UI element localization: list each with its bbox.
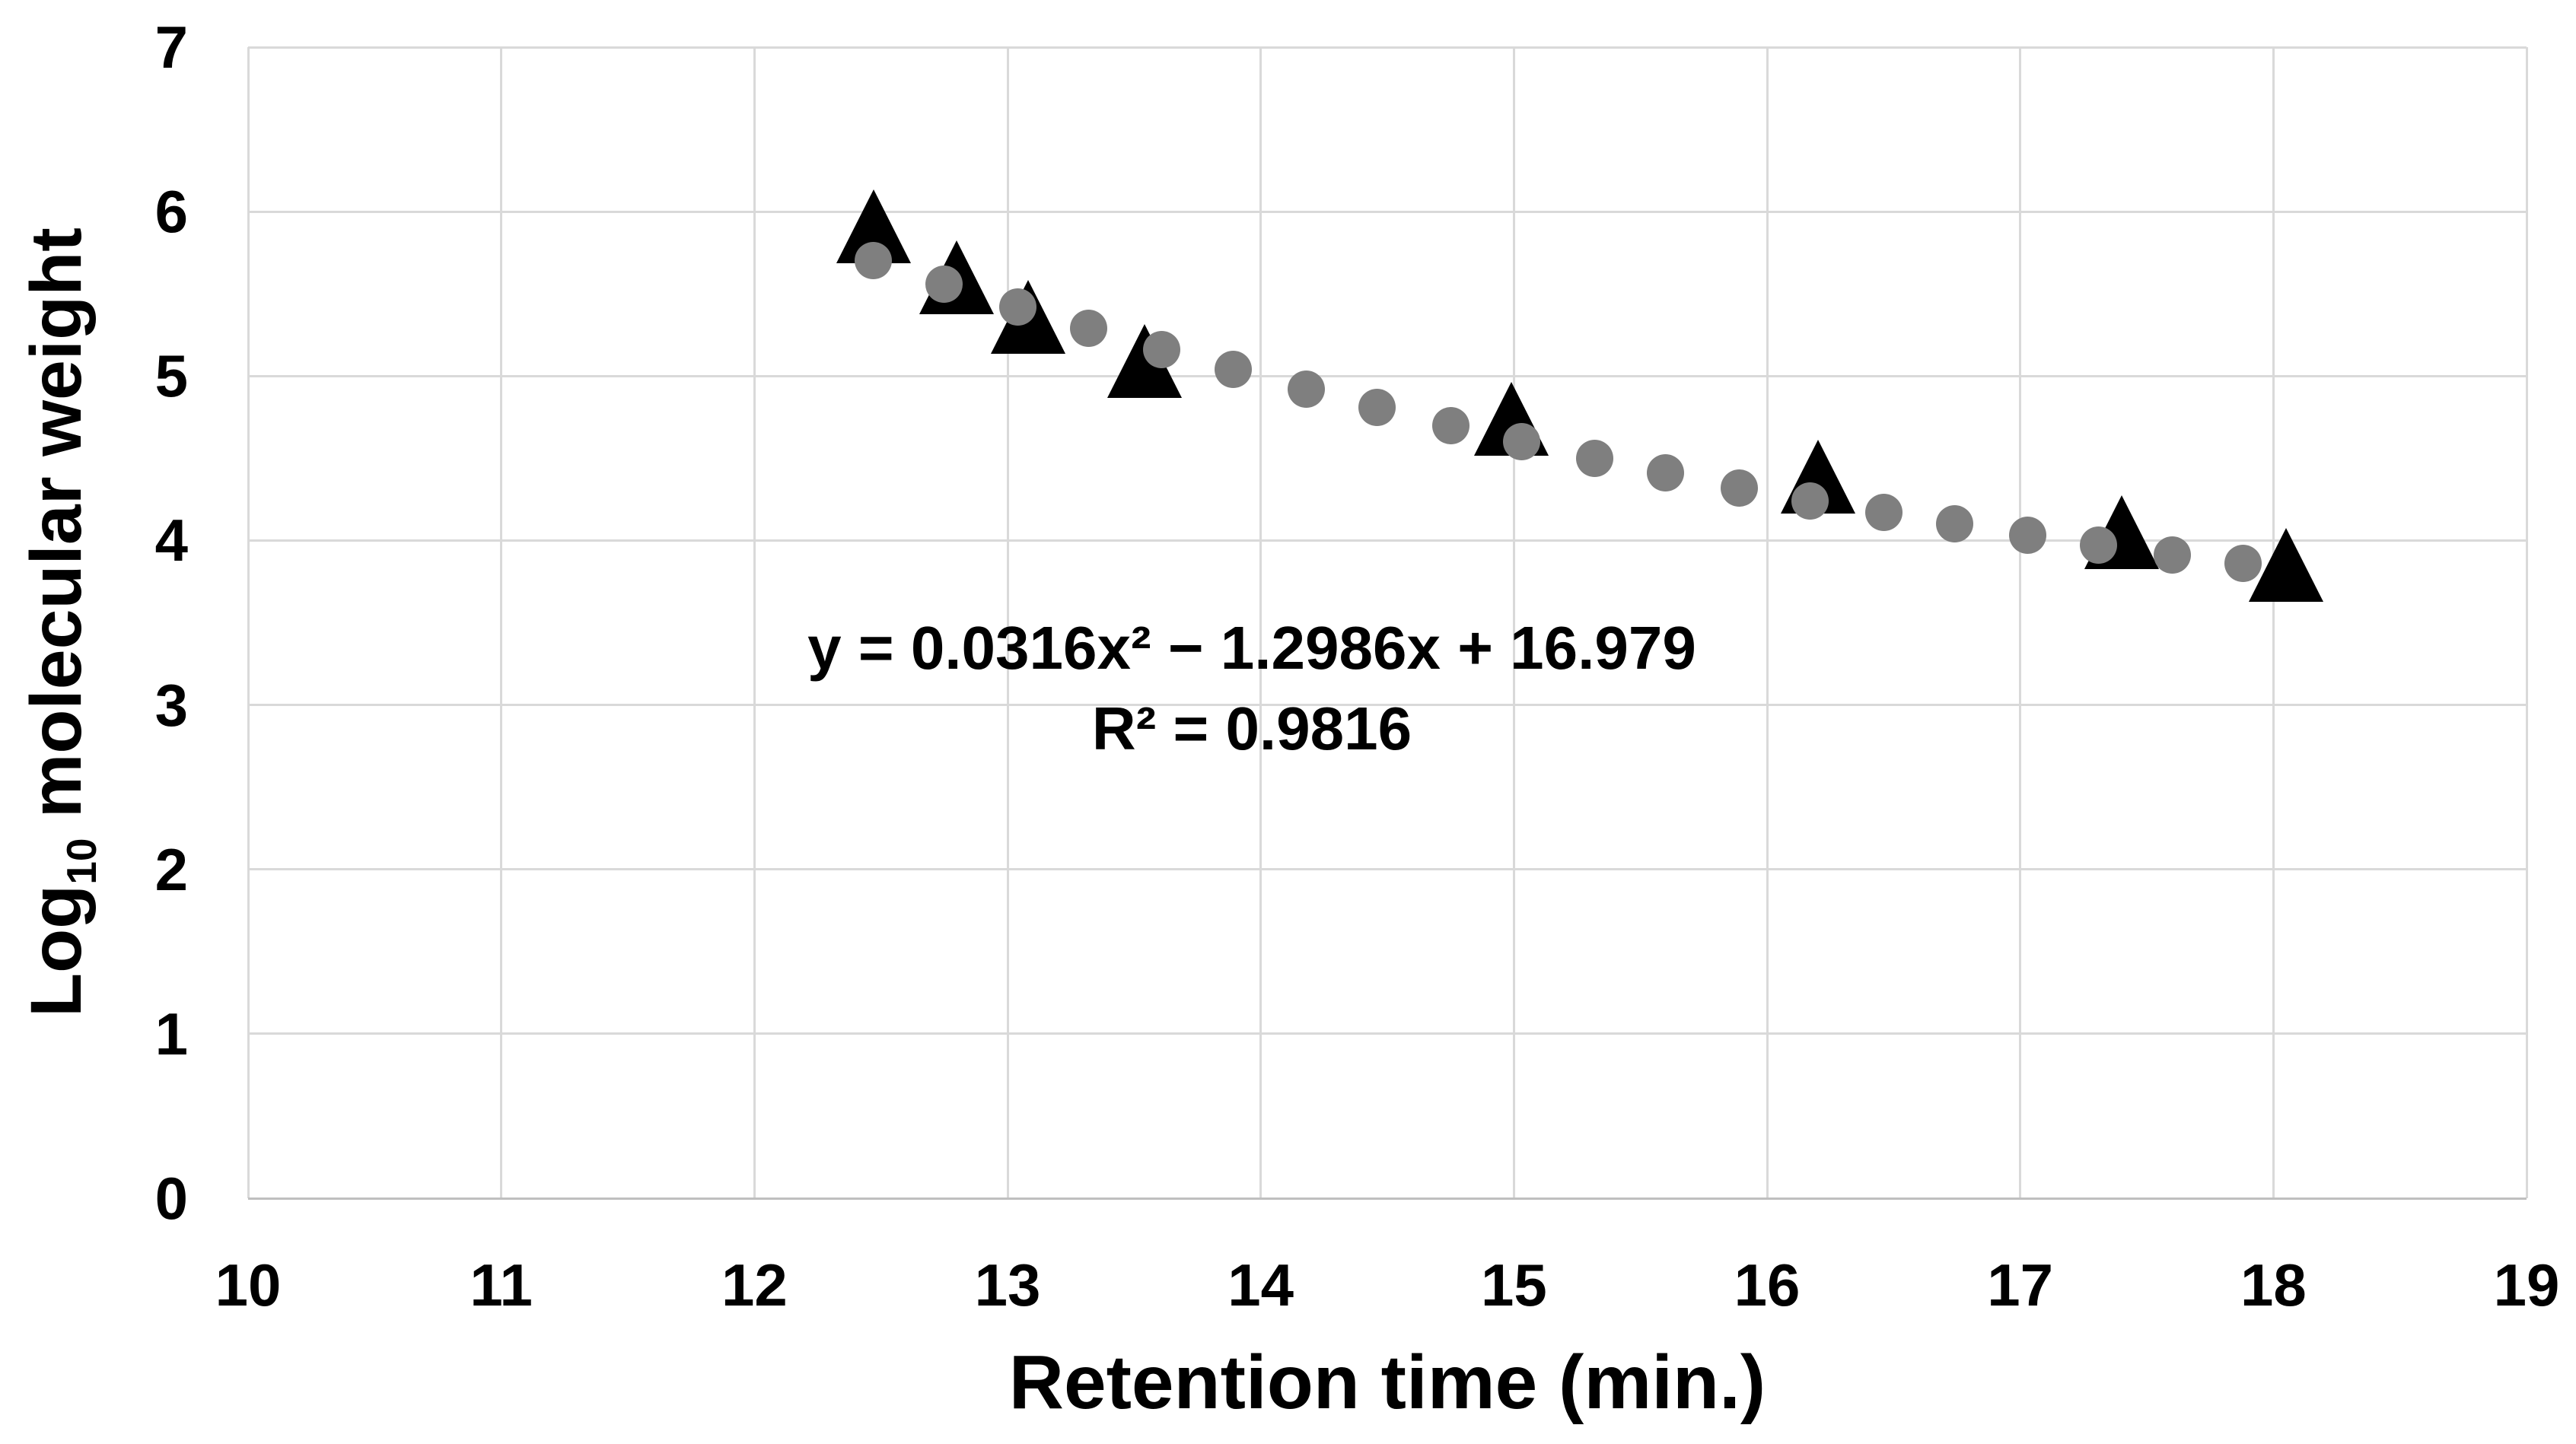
circle-marker [1647,454,1685,492]
y-tick-label: 3 [154,671,188,739]
circle-marker [1069,310,1107,348]
circle-marker [998,288,1036,326]
circle-marker [2153,536,2191,574]
h-gridline [248,868,2527,871]
y-tick-label: 6 [154,178,188,246]
y-tick-label: 1 [154,1000,188,1067]
v-gridline [2019,47,2022,1198]
h-gridline [248,374,2527,377]
circle-marker [1358,388,1396,426]
h-gridline [248,539,2527,542]
v-gridline [1259,47,1263,1198]
r-squared-value: R² = 0.9816 [1091,695,1412,762]
x-tick-label: 15 [1480,1252,1547,1318]
y-tick-label: 0 [154,1165,188,1232]
h-gridline [248,704,2527,707]
v-gridline [2272,47,2275,1198]
x-tick-label: 11 [470,1252,533,1318]
v-gridline [1006,47,1009,1198]
circle-marker [1502,423,1540,461]
v-gridline [2525,47,2528,1198]
x-tick-label: 17 [1987,1252,2054,1318]
v-gridline [247,47,250,1198]
y-tick-label: 4 [154,507,188,574]
y-axis-title-prefix: Log [16,884,97,1017]
x-tick-label: 19 [2493,1252,2560,1318]
x-tick-label: 13 [974,1252,1041,1318]
circle-marker [925,265,963,303]
circle-marker [1935,505,1973,543]
h-gridline [248,46,2527,49]
circle-marker [1143,331,1181,369]
v-gridline [753,47,756,1198]
v-gridline [1512,47,1515,1198]
y-tick-label: 7 [154,14,188,81]
circle-marker [855,242,893,280]
circle-marker [1431,406,1469,444]
trendline-equation: y = 0.0316x² − 1.2986x + 16.979 [807,614,1696,682]
trendline-annotation: y = 0.0316x² − 1.2986x + 16.979 R² = 0.9… [807,608,1696,769]
circle-marker [2080,526,2118,565]
x-axis-line [248,1197,2527,1200]
circle-marker [1791,482,1829,520]
circle-marker [1214,351,1252,389]
circle-marker [1576,439,1614,477]
circle-marker [1720,469,1758,507]
x-tick-label: 12 [721,1252,788,1318]
x-tick-label: 14 [1228,1252,1294,1318]
x-tick-label: 10 [215,1252,282,1318]
circle-marker [1288,371,1326,409]
x-tick-label: 16 [1734,1252,1801,1318]
h-gridline [248,1032,2527,1035]
circle-marker [2009,517,2047,555]
v-gridline [500,47,503,1198]
circle-marker [1864,494,1903,532]
y-tick-label: 5 [154,342,188,410]
circle-marker [2224,545,2262,583]
v-gridline [1766,47,1769,1198]
h-gridline [248,210,2527,213]
x-axis-title: Retention time (min.) [1008,1340,1766,1425]
y-tick-label: 2 [154,835,188,903]
x-tick-label: 18 [2240,1252,2307,1318]
plot-area [247,46,2528,1200]
